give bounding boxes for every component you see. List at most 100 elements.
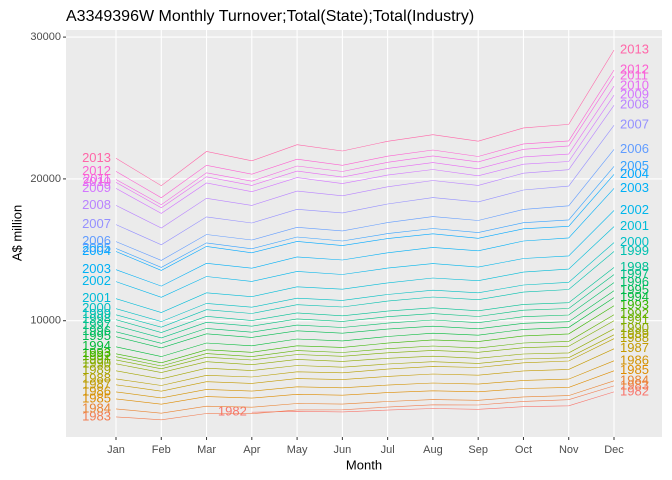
y-tick-label: 30000 (30, 31, 61, 43)
series-label: 1999 (82, 306, 111, 321)
series-label: 1991 (620, 312, 649, 327)
series-label: 1992 (82, 348, 111, 363)
series-line (115, 166, 615, 268)
series-line (115, 360, 615, 399)
x-tick-label: Mar (197, 444, 216, 456)
series-label: 1996 (82, 323, 111, 338)
x-tick-label: Jun (333, 444, 351, 456)
series-label: 1989 (82, 362, 111, 377)
x-tick-label: Apr (243, 444, 260, 456)
x-tick-label: Sep (468, 444, 488, 456)
series-line (115, 380, 615, 414)
y-tick-label: 10000 (30, 315, 61, 327)
series-line (115, 348, 615, 392)
x-tick-label: May (287, 444, 308, 456)
series-label: 1982 (620, 383, 649, 398)
series-label: 1991 (82, 351, 111, 366)
chart-title: A3349396W Monthly Turnover;Total(State);… (66, 8, 474, 25)
series-label: 2010 (620, 78, 649, 93)
series-line (115, 282, 615, 344)
series-label: 1993 (82, 345, 111, 360)
y-tick-label: 20000 (30, 173, 61, 185)
series-line (115, 226, 615, 313)
series-label: 1988 (82, 370, 111, 385)
series-label: 1990 (620, 320, 649, 335)
series-label: 2012 (620, 62, 649, 77)
series-line (115, 95, 615, 214)
series-label: 2002 (620, 202, 649, 217)
series-label: 2008 (82, 197, 111, 212)
series-line (115, 370, 615, 405)
series-label: 1984 (620, 372, 649, 387)
series-line (115, 290, 615, 349)
series-label: 1990 (82, 355, 111, 370)
x-tick-label: Jan (107, 444, 125, 456)
series-line (251, 391, 615, 413)
series-label: 1984 (82, 400, 111, 415)
series-line (115, 210, 615, 298)
series-label: 1997 (620, 266, 649, 281)
series-label: 1995 (82, 328, 111, 343)
series-label: 1987 (620, 340, 649, 355)
series-label: 2003 (620, 180, 649, 195)
series-label: 2000 (82, 300, 111, 315)
series-label: 2007 (620, 117, 649, 132)
series-label: 1986 (620, 352, 649, 367)
series-line (115, 251, 615, 328)
series-label: 2004 (82, 243, 111, 258)
series-label: 2013 (82, 150, 111, 165)
series-label: 1987 (82, 376, 111, 391)
series-label: 1982 (218, 404, 247, 419)
series-label: 1989 (620, 326, 649, 341)
series-label: 1983 (620, 377, 649, 392)
series-label: 1998 (82, 311, 111, 326)
series-label: 1995 (620, 282, 649, 297)
series-label: 1993 (620, 297, 649, 312)
series-line (115, 69, 615, 199)
series-line (115, 334, 615, 380)
series-label: 2005 (82, 240, 111, 255)
series-line (115, 174, 615, 271)
series-line (115, 338, 615, 386)
series-line (115, 297, 615, 357)
series-label: 2006 (620, 141, 649, 156)
series-line (115, 274, 615, 339)
series-line (115, 49, 615, 187)
series-label: 1985 (620, 362, 649, 377)
x-tick-label: Jul (381, 444, 395, 456)
series-label: 2012 (82, 163, 111, 178)
panel (66, 30, 662, 437)
x-tick-label: Feb (152, 444, 171, 456)
x-tick-label: Nov (559, 444, 579, 456)
series-label: 2001 (620, 218, 649, 233)
series-line (115, 125, 615, 246)
series-label: 2009 (82, 180, 111, 195)
series-label: 1992 (620, 306, 649, 321)
x-axis-label: Month (346, 457, 382, 472)
series-label: 1994 (620, 289, 649, 304)
series-line (115, 76, 615, 206)
series-label: 2000 (620, 234, 649, 249)
series-label: 1998 (620, 259, 649, 274)
series-label: 1996 (620, 274, 649, 289)
x-tick-label: Oct (515, 444, 532, 456)
series-line (115, 86, 615, 209)
series-label: 2001 (82, 290, 111, 305)
series-label: 2011 (620, 68, 648, 83)
series-line (115, 149, 615, 261)
series-label: 1986 (82, 383, 111, 398)
series-line (115, 385, 615, 421)
series-label: 1983 (82, 408, 111, 423)
series-label: 2006 (82, 233, 111, 248)
series-label: 2008 (620, 97, 649, 112)
series-line (115, 188, 615, 287)
series-line (115, 320, 615, 370)
series-label: 2009 (620, 87, 649, 102)
series-label: 2007 (82, 216, 111, 231)
series-line (115, 314, 615, 367)
series-label: 1988 (620, 330, 649, 345)
series-line (115, 105, 615, 229)
series-line (115, 242, 615, 322)
series-label: 1999 (620, 243, 649, 258)
